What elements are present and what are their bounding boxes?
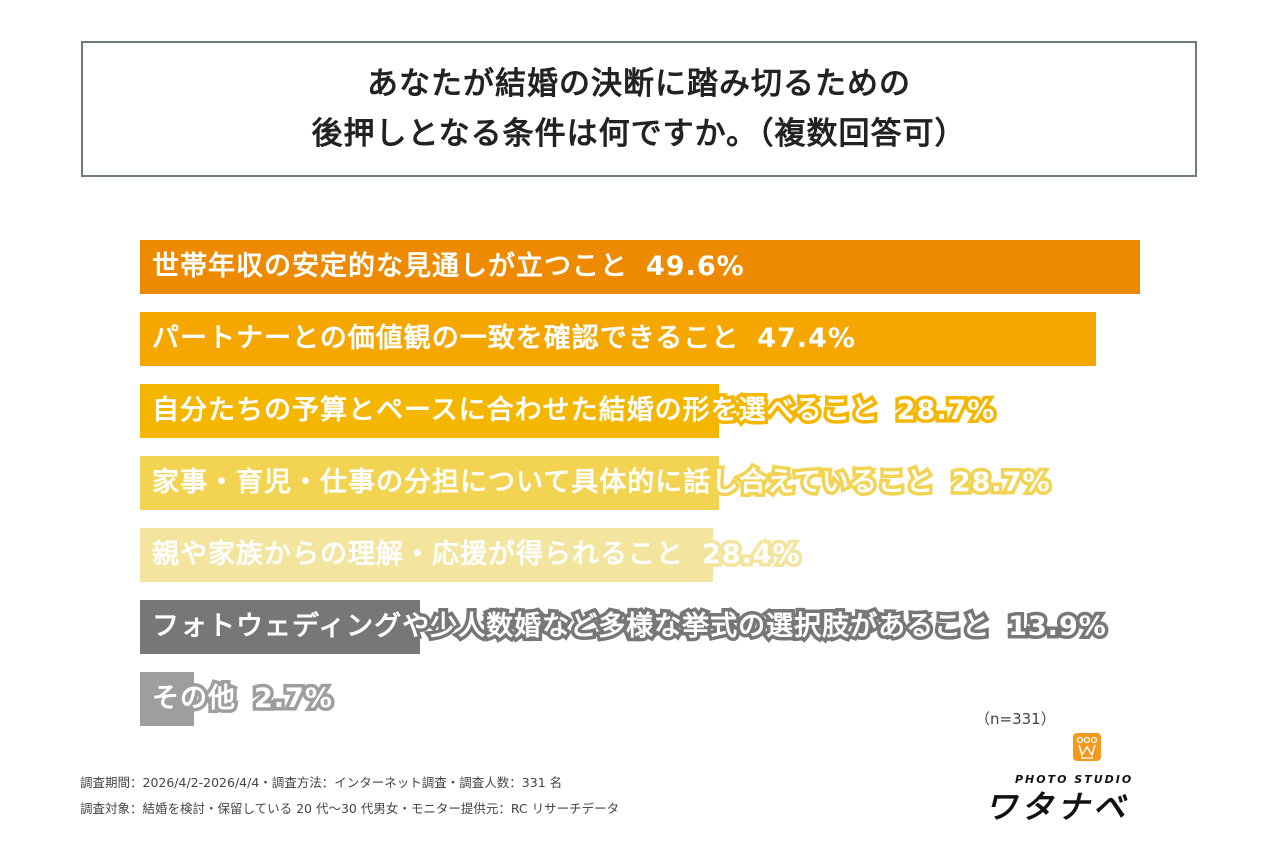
bar-label-5: 親や家族からの理解・応援が得られること 28.4% [149, 528, 804, 582]
bar-6 [140, 600, 421, 654]
value-label: 28.7% [948, 464, 1053, 502]
category-label: パートナーとの価値観の一致を確認できること [148, 320, 741, 358]
survey-note-1: 調査期間：2026/4/2-2026/4/4・調査方法：インターネット調査・調査… [80, 775, 563, 790]
bar-7 [140, 672, 195, 726]
bar-label-3: 自分たちの予算とペースに合わせた結婚の形を選べること 28.7% [149, 384, 998, 438]
title-line-1: あなたが結婚の決断に踏み切るための [367, 66, 911, 102]
bar-label-6: フォトウェディングや少人数婚など多様な挙式の選択肢があること 13.9% [148, 600, 1110, 654]
bar-label-7: その他 2.7% [149, 672, 336, 726]
sample-size: （n=331） [975, 710, 1056, 728]
value-label: 28.7% [893, 392, 998, 430]
category-label: 自分たちの予算とペースに合わせた結婚の形を選べること [149, 392, 882, 430]
logo-text-ja: ワタナベ [985, 788, 1130, 826]
bar-3 [140, 384, 719, 438]
title-box: あなたが結婚の決断に踏み切るための 後押しとなる条件は何ですか。（複数回答可） [81, 41, 1197, 177]
bar-4 [140, 456, 719, 510]
category-label: 世帯年収の安定的な見通しが立つこと [149, 248, 631, 286]
bar-2 [140, 312, 1096, 366]
bar-label-4: 家事・育児・仕事の分担について具体的に話し合えていること 28.7% [149, 456, 1054, 510]
value-label: 49.6% [643, 248, 748, 286]
value-label: 13.9% [1005, 608, 1110, 646]
crown-w-icon [1073, 733, 1101, 761]
category-label: フォトウェディングや少人数婚など多様な挙式の選択肢があること [148, 608, 992, 646]
category-label: その他 [149, 680, 239, 718]
logo: PHOTO STUDIO ワタナベ [985, 730, 1185, 826]
title-line-2: 後押しとなる条件は何ですか。（複数回答可） [311, 116, 967, 152]
value-label: 28.4% [699, 536, 804, 574]
bar-label-2: パートナーとの価値観の一致を確認できること 47.4% [148, 312, 859, 366]
logo-text-en: PHOTO STUDIO [1015, 773, 1134, 786]
value-label: 2.7% [251, 680, 336, 718]
category-label: 親や家族からの理解・応援が得られること [149, 536, 687, 574]
survey-note-2: 調査対象：結婚を検討・保留している 20 代～30 代男女・モニター提供元：RC… [80, 801, 620, 816]
category-label: 家事・育児・仕事の分担について具体的に話し合えていること [149, 464, 937, 502]
bar-1 [140, 240, 1140, 294]
bar-label-1: 世帯年収の安定的な見通しが立つこと 49.6% [149, 240, 748, 294]
value-label: 47.4% [754, 320, 859, 358]
bar-5 [140, 528, 713, 582]
